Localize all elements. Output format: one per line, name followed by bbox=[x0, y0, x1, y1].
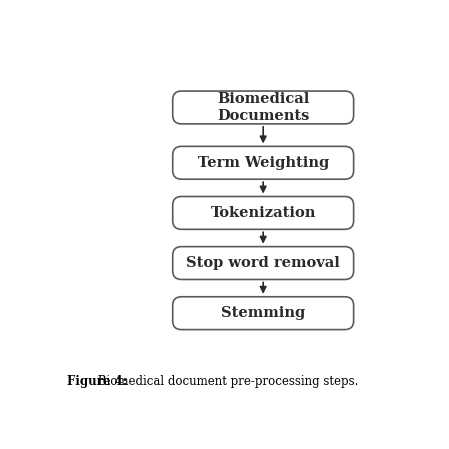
Text: Biomedical
Documents: Biomedical Documents bbox=[217, 92, 309, 123]
FancyBboxPatch shape bbox=[173, 146, 354, 179]
FancyBboxPatch shape bbox=[173, 297, 354, 330]
Text: Figure 4:: Figure 4: bbox=[66, 374, 127, 387]
FancyBboxPatch shape bbox=[173, 91, 354, 124]
Text: Term Weighting: Term Weighting bbox=[198, 156, 329, 170]
FancyBboxPatch shape bbox=[173, 247, 354, 279]
Text: Stop word removal: Stop word removal bbox=[186, 256, 340, 270]
Text: Tokenization: Tokenization bbox=[211, 206, 316, 220]
Text: Stemming: Stemming bbox=[221, 306, 305, 320]
FancyBboxPatch shape bbox=[173, 197, 354, 229]
Text: Biomedical document pre-processing steps.: Biomedical document pre-processing steps… bbox=[94, 374, 358, 387]
